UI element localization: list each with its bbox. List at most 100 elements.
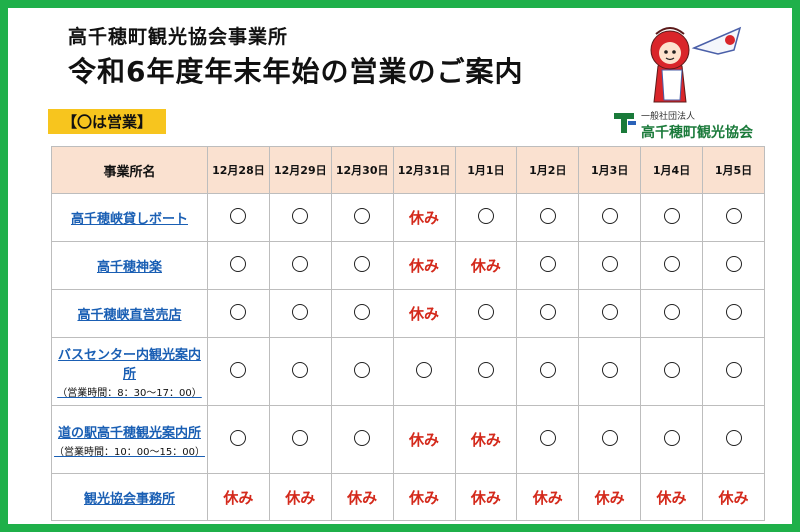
closed-label: 休み bbox=[718, 488, 749, 507]
closed-label: 休み bbox=[409, 305, 440, 323]
facility-name-link[interactable]: 道の駅高千穂観光案内所 （営業時間：10：00〜15：00） bbox=[51, 405, 208, 474]
status-cell: 休み bbox=[454, 473, 518, 521]
open-circle-icon bbox=[601, 303, 618, 320]
facility-name[interactable]: 高千穂峡貸しボート bbox=[70, 212, 188, 227]
status-cell bbox=[516, 405, 580, 474]
column-header-date: 12月31日 bbox=[392, 146, 456, 194]
closed-label: 休み bbox=[409, 488, 440, 507]
open-circle-icon bbox=[725, 429, 742, 446]
facility-name[interactable]: 道の駅高千穂観光案内所 bbox=[57, 425, 201, 441]
open-circle-icon bbox=[663, 361, 680, 378]
status-cell bbox=[702, 405, 765, 474]
facility-name[interactable]: バスセンター内観光案内所 bbox=[57, 348, 201, 382]
open-circle-icon bbox=[354, 429, 371, 446]
open-circle-icon bbox=[416, 361, 433, 378]
status-cell: 休み bbox=[702, 473, 765, 521]
status-cell bbox=[516, 193, 580, 242]
status-cell: 休み bbox=[207, 473, 270, 521]
status-cell bbox=[207, 193, 270, 242]
column-header-name: 事業所名 bbox=[51, 146, 208, 194]
open-circle-icon bbox=[725, 255, 742, 272]
facility-name-link[interactable]: 高千穂峡直営売店 bbox=[51, 289, 208, 338]
open-circle-icon bbox=[601, 255, 618, 272]
table-row: 高千穂神楽 休み 休み bbox=[51, 241, 765, 290]
page-title: 令和6年度年末年始の営業のご案内 bbox=[68, 55, 524, 88]
open-circle-icon bbox=[292, 429, 309, 446]
status-cell bbox=[207, 289, 270, 338]
status-cell bbox=[640, 289, 703, 338]
status-cell bbox=[268, 337, 332, 406]
facility-name[interactable]: 高千穂峡直営売店 bbox=[77, 308, 182, 323]
status-cell bbox=[330, 337, 394, 406]
column-header-date: 1月5日 bbox=[702, 146, 765, 194]
closed-label: 休み bbox=[409, 209, 440, 227]
open-circle-icon bbox=[725, 207, 742, 224]
status-cell bbox=[640, 193, 703, 242]
status-cell bbox=[578, 337, 642, 406]
table-row: バスセンター内観光案内所 （営業時間：8：30〜17：00） bbox=[51, 337, 765, 406]
open-circle-icon bbox=[477, 207, 494, 224]
table-row: 高千穂峡貸しボート 休み bbox=[51, 193, 765, 242]
facility-name[interactable]: 観光協会事務所 bbox=[83, 491, 175, 507]
column-header-date: 12月28日 bbox=[207, 146, 270, 194]
facility-name-link[interactable]: 高千穂神楽 bbox=[51, 241, 208, 290]
status-cell: 休み bbox=[330, 473, 394, 521]
facility-name[interactable]: 高千穂神楽 bbox=[96, 260, 162, 275]
notice-frame: 高千穂町観光協会事業所 令和6年度年末年始の営業のご案内 【〇は営業】 一般社団… bbox=[8, 8, 792, 524]
closed-label: 休み bbox=[532, 488, 563, 507]
org-name: 高千穂町観光協会事業所 bbox=[68, 26, 289, 48]
mascot-character bbox=[650, 26, 742, 103]
status-cell: 休み bbox=[640, 473, 703, 521]
status-cell bbox=[330, 241, 394, 290]
open-circle-icon bbox=[539, 207, 556, 224]
status-cell bbox=[578, 193, 642, 242]
open-circle-icon bbox=[539, 361, 556, 378]
association-type: 一般社団法人 bbox=[641, 112, 696, 122]
open-circle-icon bbox=[477, 361, 494, 378]
column-header-date: 12月29日 bbox=[268, 146, 332, 194]
status-cell bbox=[268, 193, 332, 242]
status-cell bbox=[454, 289, 518, 338]
open-circle-icon bbox=[601, 429, 618, 446]
status-cell bbox=[454, 337, 518, 406]
status-cell bbox=[268, 405, 332, 474]
open-circle-icon bbox=[539, 255, 556, 272]
open-circle-icon bbox=[230, 303, 247, 320]
open-circle-icon bbox=[539, 303, 556, 320]
open-circle-icon bbox=[230, 207, 247, 224]
facility-name-link[interactable]: 高千穂峡貸しボート bbox=[51, 193, 208, 242]
status-cell: 休み bbox=[516, 473, 580, 521]
status-cell: 休み bbox=[392, 289, 456, 338]
status-cell bbox=[330, 289, 394, 338]
status-cell: 休み bbox=[578, 473, 642, 521]
facility-name-link[interactable]: バスセンター内観光案内所 （営業時間：8：30〜17：00） bbox=[51, 337, 208, 406]
status-cell bbox=[516, 241, 580, 290]
status-cell bbox=[578, 289, 642, 338]
column-header-date: 1月1日 bbox=[454, 146, 518, 194]
status-cell bbox=[578, 241, 642, 290]
status-cell: 休み bbox=[454, 241, 518, 290]
status-cell: 休み bbox=[392, 241, 456, 290]
open-circle-icon bbox=[292, 207, 309, 224]
column-header-date: 12月30日 bbox=[330, 146, 394, 194]
open-circle-icon bbox=[292, 255, 309, 272]
table-row: 道の駅高千穂観光案内所 （営業時間：10：00〜15：00） 休み 休み bbox=[51, 405, 765, 474]
status-cell: 休み bbox=[268, 473, 332, 521]
open-circle-icon bbox=[230, 429, 247, 446]
status-cell bbox=[702, 337, 765, 406]
open-circle-icon bbox=[601, 207, 618, 224]
open-circle-icon bbox=[354, 255, 371, 272]
closed-label: 休み bbox=[656, 488, 687, 507]
closed-label: 休み bbox=[223, 488, 254, 507]
column-header-date: 1月3日 bbox=[578, 146, 642, 194]
open-circle-icon bbox=[354, 207, 371, 224]
closed-label: 休み bbox=[470, 431, 501, 449]
status-cell bbox=[640, 241, 703, 290]
association-logo-icon bbox=[614, 113, 636, 133]
closed-label: 休み bbox=[409, 257, 440, 275]
legend-badge: 【〇は営業】 bbox=[48, 109, 166, 134]
facility-name-link[interactable]: 観光協会事務所 bbox=[51, 473, 208, 521]
table-row: 観光協会事務所 休み 休み 休み 休み 休み 休み 休み 休み 休み bbox=[51, 473, 765, 521]
status-cell bbox=[702, 193, 765, 242]
column-header-date: 1月2日 bbox=[516, 146, 580, 194]
